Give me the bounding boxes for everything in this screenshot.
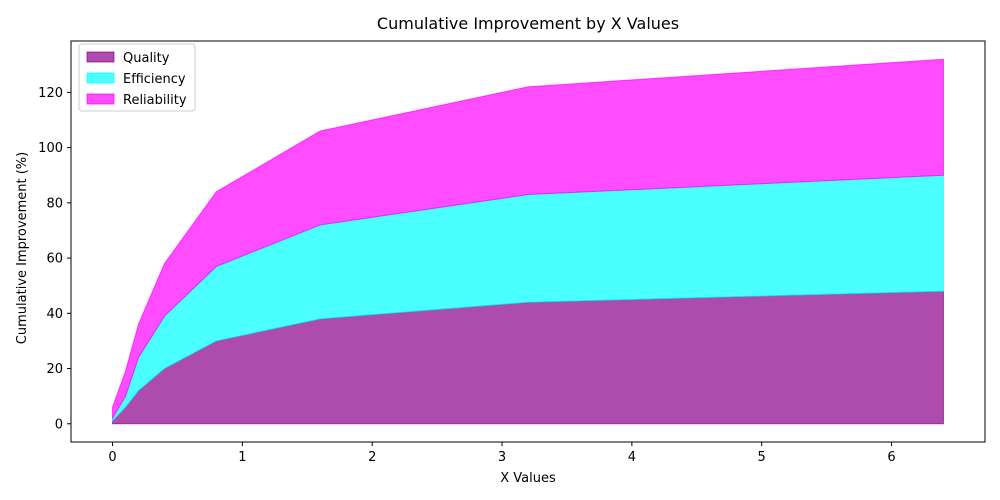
legend-label-quality: Quality: [123, 51, 170, 66]
y-tick-label: 60: [46, 252, 63, 267]
x-tick-label: 1: [238, 450, 246, 465]
y-axis-title: Cumulative Improvement (%): [15, 152, 30, 344]
y-tick-label: 80: [46, 196, 63, 211]
x-tick-label: 4: [628, 450, 636, 465]
area-reliability: [112, 58, 944, 421]
legend-swatch-efficiency: [86, 72, 115, 84]
legend-label-efficiency: Efficiency: [123, 72, 186, 87]
x-tick-label: 0: [108, 450, 116, 465]
legend-swatch-quality: [86, 51, 115, 63]
legend: Quality Efficiency Reliability: [78, 43, 196, 112]
chart-title: Cumulative Improvement by X Values: [377, 14, 679, 33]
y-tick-label: 0: [55, 417, 63, 432]
x-tick-label: 6: [887, 450, 895, 465]
y-tick-label: 120: [38, 86, 63, 101]
x-tick-label: 5: [758, 450, 766, 465]
x-axis-title: X Values: [500, 471, 556, 486]
y-tick-label: 40: [46, 307, 63, 322]
plot-frame: [70, 40, 986, 443]
x-tick-label: 2: [368, 450, 376, 465]
y-tick-label: 20: [46, 362, 63, 377]
legend-label-reliability: Reliability: [123, 93, 187, 108]
legend-swatch-reliability: [86, 93, 115, 105]
areas-layer: [112, 58, 944, 425]
x-tick-label: 3: [498, 450, 506, 465]
y-tick-label: 100: [38, 141, 63, 156]
